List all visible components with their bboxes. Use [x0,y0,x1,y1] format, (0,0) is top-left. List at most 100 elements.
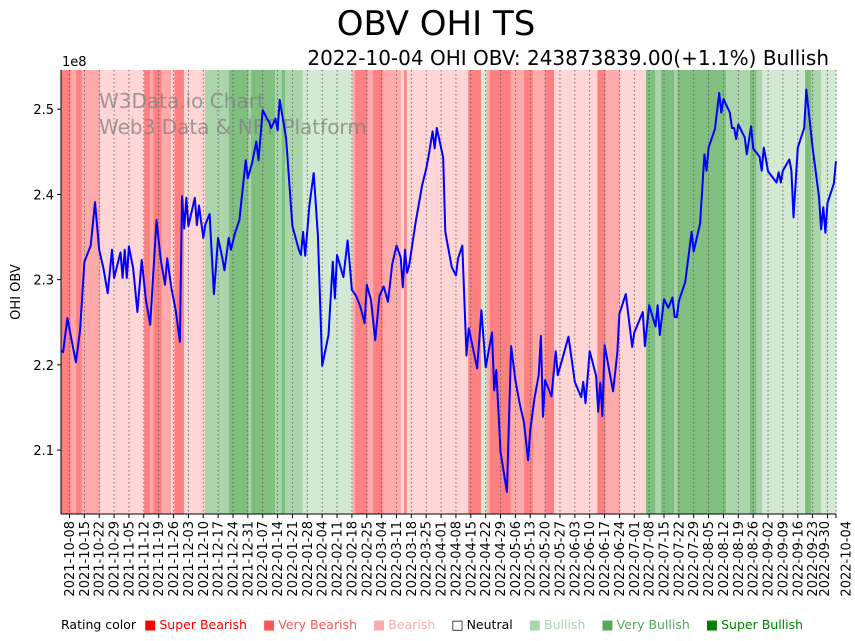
x-tick-label: 2022-09-16 [791,521,806,597]
legend-item-label: Bearish [388,617,436,632]
x-tick-label: 2022-04-15 [464,521,479,597]
rating-band-sb [468,70,482,514]
rating-band-sbu [281,70,286,514]
x-tick-label: 2021-10-22 [93,521,108,597]
legend-item: ■ Bearish [373,617,443,633]
legend-item-label: Very Bullish [616,617,690,632]
rating-band-bu [480,70,488,514]
x-tick-label: 2022-01-14 [271,521,286,597]
x-tick-label: 2022-05-20 [539,521,554,597]
x-tick-label: 2022-04-29 [494,521,509,597]
x-tick-label: 2022-07-08 [643,521,658,597]
rating-band-sbu [677,70,727,514]
legend-item-label: Neutral [466,617,513,632]
x-tick-label: 2022-09-02 [762,521,777,597]
rating-bands [61,70,837,514]
x-tick-label: 2022-06-17 [598,521,613,597]
x-tick-label: 2022-02-18 [345,521,360,597]
x-tick-label: 2022-05-13 [524,521,539,597]
legend-swatch-icon: □ [451,618,464,633]
y-tick-label: 2.3 [33,274,54,289]
rating-band-b [183,70,206,514]
x-tick-label: 2022-02-04 [316,521,331,597]
watermark-line-1: W3Data.io Chart [99,89,265,113]
rating-band-vbu [756,70,763,514]
chart-subtitle: 2022-10-04 OHI OBV: 243873839.00(+1.1%) … [307,46,829,70]
legend-item-label: Bullish [544,617,586,632]
rating-band-sb [597,70,606,514]
rating-band-sbu [645,70,656,514]
legend-item: ■ Very Bearish [263,617,365,633]
legend-label: Rating color [61,617,137,632]
rating-band-sb [76,70,82,514]
x-tick-label: 2022-01-28 [301,521,316,597]
rating-band-bu [762,70,806,514]
rating-band-sb [144,70,151,514]
x-tick-label: 2022-01-07 [256,521,271,597]
legend-item: ■ Very Bullish [601,617,697,633]
legend-swatch-icon: ■ [262,618,276,633]
x-tick-label: 2021-12-31 [241,521,256,597]
rating-band-b [620,70,647,514]
y-axis-label: OHI OBV [9,264,24,320]
rating-band-sb [355,70,368,514]
rating-band-sb [373,70,383,514]
x-tick-label: 2021-11-19 [152,521,167,597]
legend-swatch-icon: ■ [528,618,542,633]
y-tick-label: 2.1 [33,444,54,459]
x-tick-label: 2022-09-09 [776,521,791,597]
rating-band-b [554,70,598,514]
rating-band-vb [70,70,77,514]
legend-item-label: Super Bullish [721,617,804,632]
x-tick-label: 2022-03-11 [390,521,405,597]
rating-band-b [400,70,405,514]
rating-band-vbu [248,70,252,514]
x-tick-label: 2021-12-17 [212,521,227,597]
x-tick-label: 2022-08-19 [732,521,747,597]
legend-item: ■ Super Bullish [706,617,811,633]
x-tick-label: 2021-12-24 [226,521,241,597]
x-tick-label: 2022-03-25 [420,521,435,597]
x-tick-label: 2022-10-04 [840,521,855,597]
rating-band-vbu [275,70,283,514]
x-tick-label: 2021-10-15 [78,521,93,597]
rating-band-sb [489,70,512,514]
x-tick-label: 2022-07-22 [672,521,687,597]
rating-band-sb [174,70,185,514]
x-tick-label: 2022-09-23 [806,521,821,597]
legend-item-label: Super Bearish [159,617,247,632]
rating-band-vbu [674,70,678,514]
rating-band-sb [153,70,162,514]
x-tick-label: 2022-07-01 [628,521,643,597]
legend-swatch-icon: ■ [144,618,157,633]
x-tick-label: 2022-06-03 [568,521,583,597]
rating-band-bu [302,70,353,514]
x-tick-label: 2021-11-26 [167,521,182,597]
obv-series-line [60,88,837,493]
legend-item: □ Neutral [451,617,520,633]
series-layer [60,88,837,493]
rating-band-vb [161,70,172,514]
rating-band-sbu [805,70,812,514]
y-tick-label: 2.5 [33,103,54,118]
x-tick-label: 2022-04-08 [449,521,464,597]
rating-band-sb [404,70,407,514]
axes: 2021-10-08 2021-10-15 2021-10-22 2021-10-29… [33,70,855,597]
x-tick-label: 2021-11-12 [137,521,152,597]
x-tick-label: 2022-06-24 [613,521,628,597]
x-tick-label: 2022-04-01 [435,521,450,597]
x-tick-label: 2022-04-22 [479,521,494,597]
x-tick-label: 2021-12-03 [182,521,197,597]
y-tick-label: 2.2 [33,359,54,374]
rating-band-vb [532,70,546,514]
x-tick-label: 2021-12-10 [197,521,212,597]
legend: Rating color ■ Super Bearish ■ Very Bearish… [61,617,827,633]
rating-band-sb [524,70,534,514]
x-tick-label: 2022-05-06 [509,521,524,597]
rating-band-sbu [661,70,675,514]
rating-band-vb [81,70,101,514]
rating-band-sb [545,70,555,514]
rating-band-bu [821,70,837,514]
rating-band-b [406,70,469,514]
chart-title: OBV OHI TS [336,4,536,44]
